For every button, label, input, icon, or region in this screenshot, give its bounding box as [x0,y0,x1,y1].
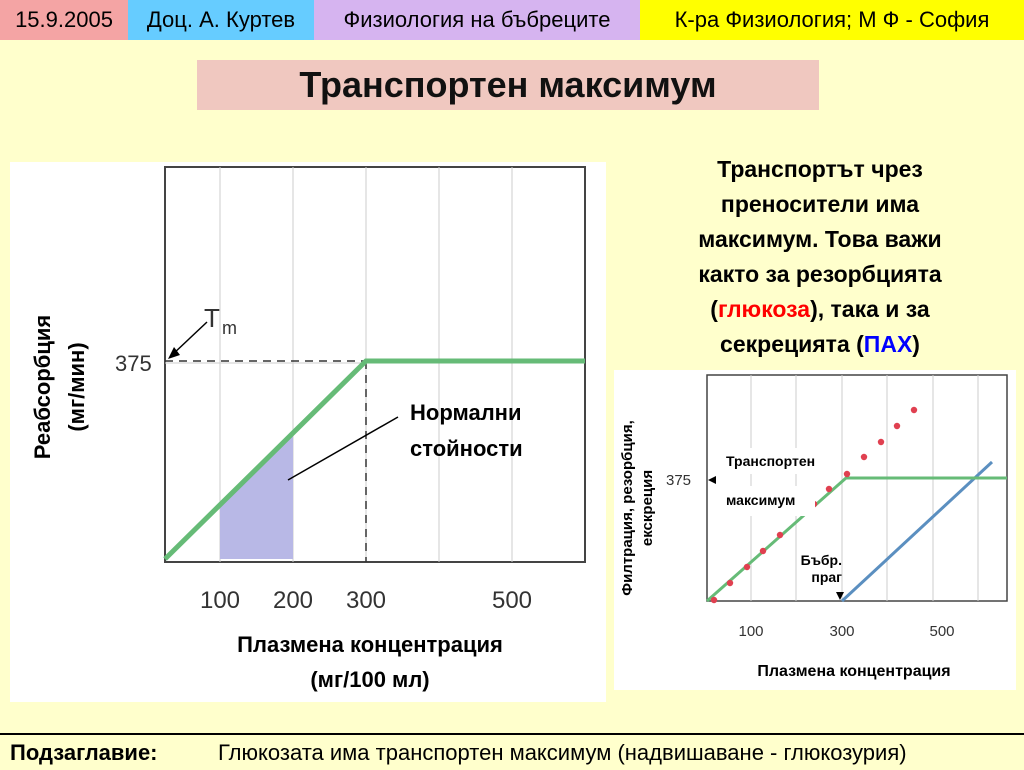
tm-arrow-head [168,347,180,359]
desc-line-5: (глюкоза), така и за [630,292,1010,327]
desc-line-1: Транспортът чрез [717,156,923,182]
left-x-tick-500: 500 [492,587,532,614]
footer-text: Глюкозата има транспортен максимум (надв… [218,740,907,765]
header-date: 15.9.2005 [0,0,128,40]
threshold-label-2: праг [811,569,842,585]
desc-line-6: секрецията (ПАХ) [630,327,1010,362]
threshold-arrow [836,592,844,600]
normal-values-label-2: стойности [410,436,523,461]
right-x-tick-300: 300 [829,623,854,640]
right-diagram: Транспортен максимум Бъбр. праг 375 100 … [614,370,1016,690]
footer-bar [0,733,1024,770]
excretion-line [840,460,994,603]
desc-line-2: преносители има [720,191,920,217]
tm-label: T [204,303,220,333]
tm-arrow [171,321,208,356]
left-x-tick-300: 300 [346,587,386,614]
right-x-label: Плазмена концентрация [757,663,950,680]
right-tm-label-1: Транспортен [726,453,815,469]
right-tm-arrow [708,476,716,484]
right-x-tick-500: 500 [929,623,954,640]
desc-line-4: както за резорбцията [698,261,942,287]
desc-line-5-rest: ), така и за [810,296,930,322]
reabsorption-curve [163,358,585,561]
footer-label: Подзаглавие: [10,740,158,765]
left-diagram-svg: 375 100 200 300 500 T m Нормални стойнос… [30,166,586,692]
threshold-label-1: Бъбр. [801,552,842,568]
left-y-tick-375: 375 [115,351,152,376]
right-y-label-2: екскреция [639,470,656,546]
left-x-tick-200: 200 [273,587,313,614]
tm-subscript: m [222,318,237,338]
pah-word: ПАХ [863,331,913,357]
left-diagram: 375 100 200 300 500 T m Нормални стойнос… [10,162,606,702]
desc-line-6-pre: секрецията ( [720,331,864,357]
annotation-pointer [287,416,399,481]
right-y-tick-375: 375 [666,472,691,489]
right-tm-label-2: максимум [726,492,795,508]
left-y-label-1: Реабсорбция [30,315,55,459]
tm-label-box-1 [711,448,837,474]
slide-title: Транспортен максимум [197,60,819,110]
header-department: К-ра Физиология; М Ф - София [640,0,1024,40]
glucose-word: глюкоза [717,296,811,322]
normal-range-area [220,434,293,559]
description-text: Транспортът чрез преносители има максиму… [630,152,1010,362]
right-reabsorption-curve [706,476,1007,603]
header-author: Доц. А. Куртев [128,0,314,40]
normal-values-label-1: Нормални [410,400,521,425]
desc-line-6-post: ) [912,331,920,357]
left-x-label-2: (мг/100 мл) [310,667,429,692]
header-topic: Физиология на бъбреците [314,0,640,40]
right-y-label-1: Филтрация, резорбция, [619,420,636,595]
left-x-label-1: Плазмена концентрация [237,632,503,657]
right-diagram-svg: Транспортен максимум Бъбр. праг 375 100 … [619,374,1008,680]
left-x-tick-100: 100 [200,587,240,614]
left-y-label-2: (мг/мин) [64,342,89,431]
right-x-tick-100: 100 [738,623,763,640]
desc-line-3: максимум. Това важи [698,226,942,252]
tm-label-box-2 [711,486,815,516]
desc-paren-open: ( [710,296,718,322]
